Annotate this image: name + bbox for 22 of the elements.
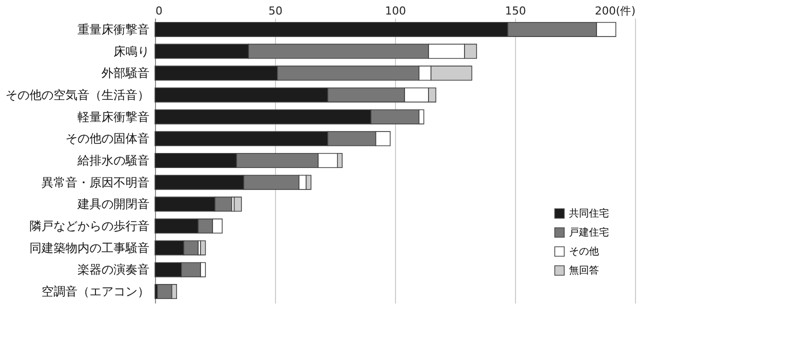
x-tick-label: 100 — [385, 4, 406, 18]
y-tick-label: その他の空気音（生活音） — [6, 88, 150, 102]
legend-label: 戸建住宅 — [569, 226, 609, 238]
y-tick-label: 楽器の演奏音 — [78, 262, 150, 277]
x-tick-label: 200(件) — [594, 4, 636, 18]
x-tick-label: 150 — [505, 4, 526, 18]
y-tick-label: 床鳴り — [114, 44, 150, 58]
y-tick-label: 空調音（エアコン） — [42, 284, 150, 299]
y-tick-label: 異常音・原因不明音 — [42, 175, 150, 190]
x-tick-label: 50 — [268, 4, 282, 18]
y-tick-label: 外部騒音 — [102, 66, 150, 80]
legend-label: 無回答 — [569, 264, 599, 276]
y-tick-label: 隣戸などからの歩行音 — [30, 219, 150, 234]
y-tick-label: その他の固体音 — [66, 132, 150, 146]
legend-label: その他 — [569, 246, 599, 258]
legend-label: 共同住宅 — [569, 208, 609, 220]
y-tick-label: 建具の開閉音 — [76, 197, 150, 212]
y-tick-label: 同建築物内の工事騒音 — [30, 240, 150, 255]
y-tick-label: 重量床衝撃音 — [78, 22, 150, 36]
y-tick-label: 給排水の騒音 — [76, 154, 150, 168]
x-tick-label: 0 — [156, 4, 162, 18]
y-tick-label: 軽量床衝撃音 — [78, 110, 150, 124]
